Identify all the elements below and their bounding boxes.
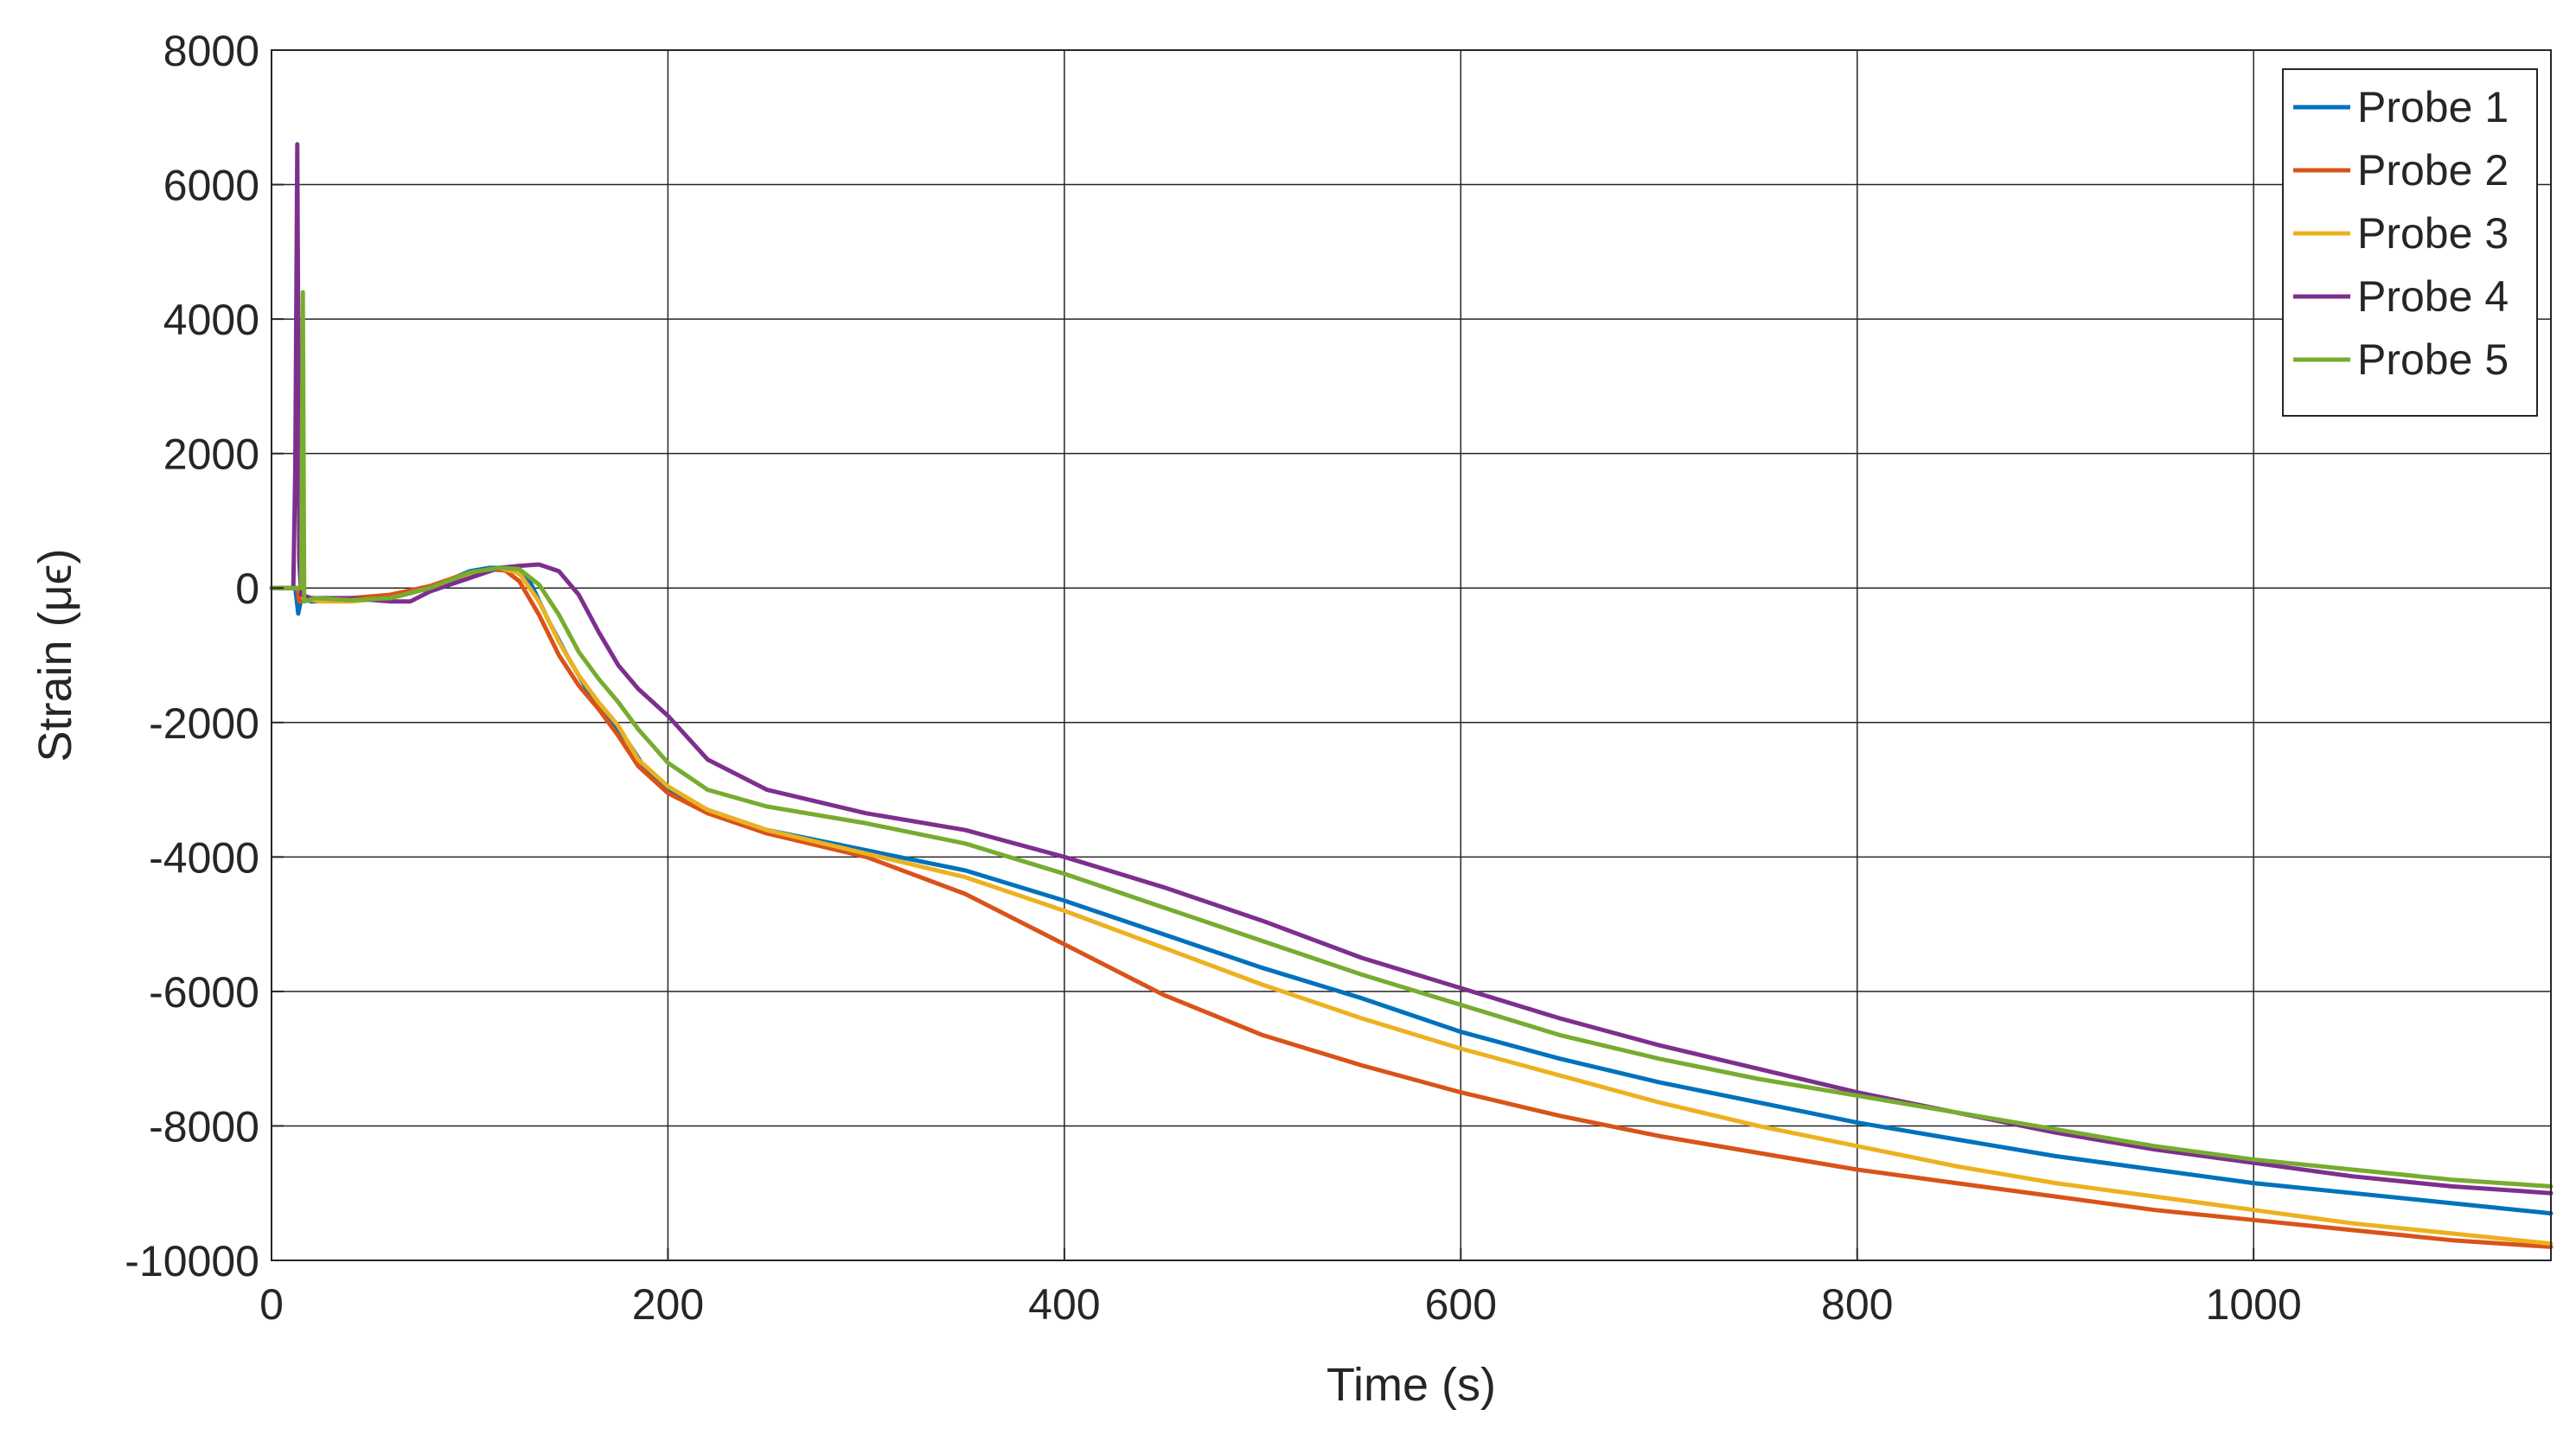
y-tick-label: -10000 [125,1237,259,1285]
y-tick-label: -8000 [149,1102,259,1151]
y-tick-label: -6000 [149,968,259,1017]
x-tick-label: 200 [632,1280,704,1329]
y-tick-label: 0 [235,564,259,613]
legend: Probe 1 Probe 2 Probe 3 Probe 4 Probe 5 [2282,68,2538,417]
series-lines [269,142,2554,1249]
x-axis-label: Time (s) [1326,1359,1496,1411]
series-line-probe-5 [269,290,2554,1189]
x-tick-label: 600 [1425,1280,1497,1329]
legend-label: Probe 1 [2357,83,2509,131]
x-tick-label: 800 [1821,1280,1893,1329]
legend-label: Probe 5 [2357,335,2509,384]
x-tick-label: 400 [1028,1280,1100,1329]
y-tick-label: 4000 [163,296,259,344]
y-tick-label: -4000 [149,833,259,882]
axis-ticks: 0 200 400 600 800 1000 8000 6000 4000 2000 0 -2000 -… [125,27,2301,1329]
legend-label: Probe 4 [2357,272,2509,321]
x-tick-label: 0 [259,1280,284,1329]
legend-label: Probe 2 [2357,146,2509,195]
legend-label: Probe 3 [2357,209,2509,258]
y-tick-label: -2000 [149,699,259,748]
y-axis-label: Strain (μϵ) [29,548,81,762]
plot-frame [271,49,2552,1261]
x-tick-label: 1000 [2206,1280,2302,1329]
y-tick-label: 2000 [163,430,259,479]
y-tick-label: 6000 [163,162,259,210]
y-tick-label: 8000 [163,27,259,75]
